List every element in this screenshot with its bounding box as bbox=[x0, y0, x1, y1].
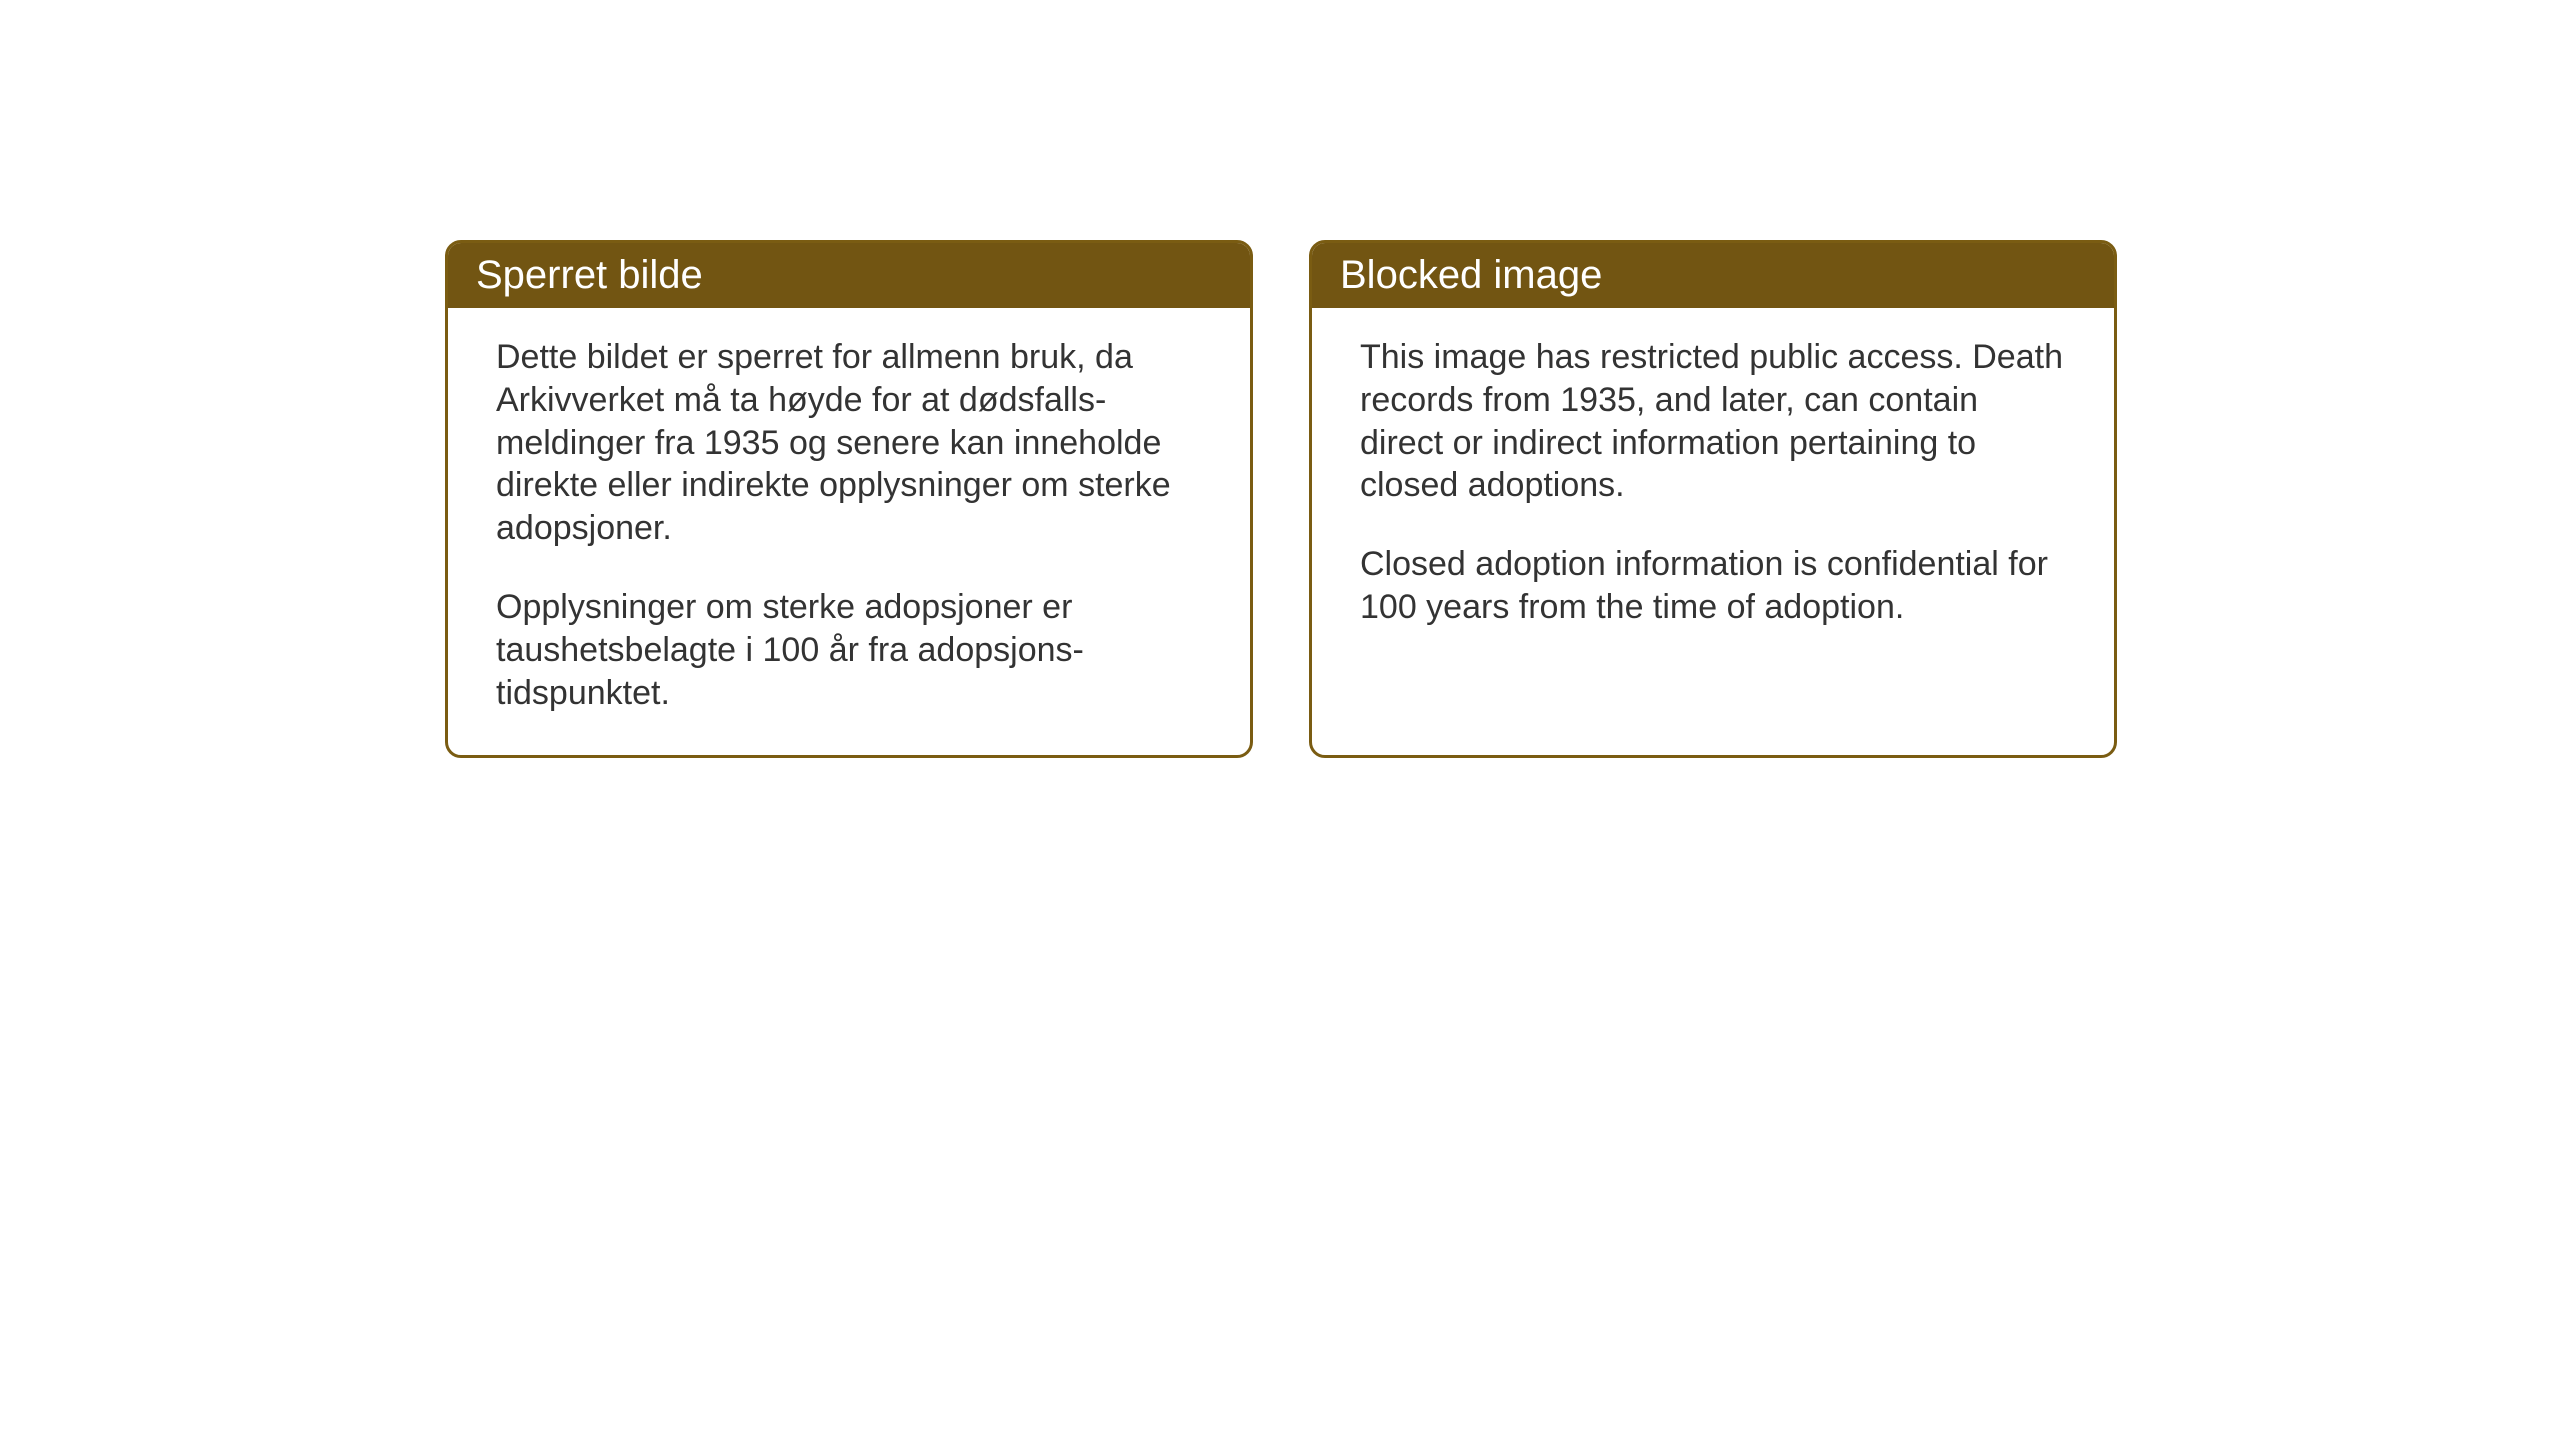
notice-panel-english: Blocked image This image has restricted … bbox=[1309, 240, 2117, 758]
panel-body-norwegian: Dette bildet er sperret for allmenn bruk… bbox=[448, 308, 1250, 755]
panel-paragraph: Closed adoption information is confident… bbox=[1360, 543, 2066, 629]
panel-header-norwegian: Sperret bilde bbox=[448, 243, 1250, 308]
notice-panel-norwegian: Sperret bilde Dette bildet er sperret fo… bbox=[445, 240, 1253, 758]
panel-header-english: Blocked image bbox=[1312, 243, 2114, 308]
panel-body-english: This image has restricted public access.… bbox=[1312, 308, 2114, 669]
panel-paragraph: Dette bildet er sperret for allmenn bruk… bbox=[496, 336, 1202, 550]
panel-paragraph: Opplysninger om sterke adopsjoner er tau… bbox=[496, 586, 1202, 714]
panel-paragraph: This image has restricted public access.… bbox=[1360, 336, 2066, 507]
notice-container: Sperret bilde Dette bildet er sperret fo… bbox=[445, 240, 2117, 758]
